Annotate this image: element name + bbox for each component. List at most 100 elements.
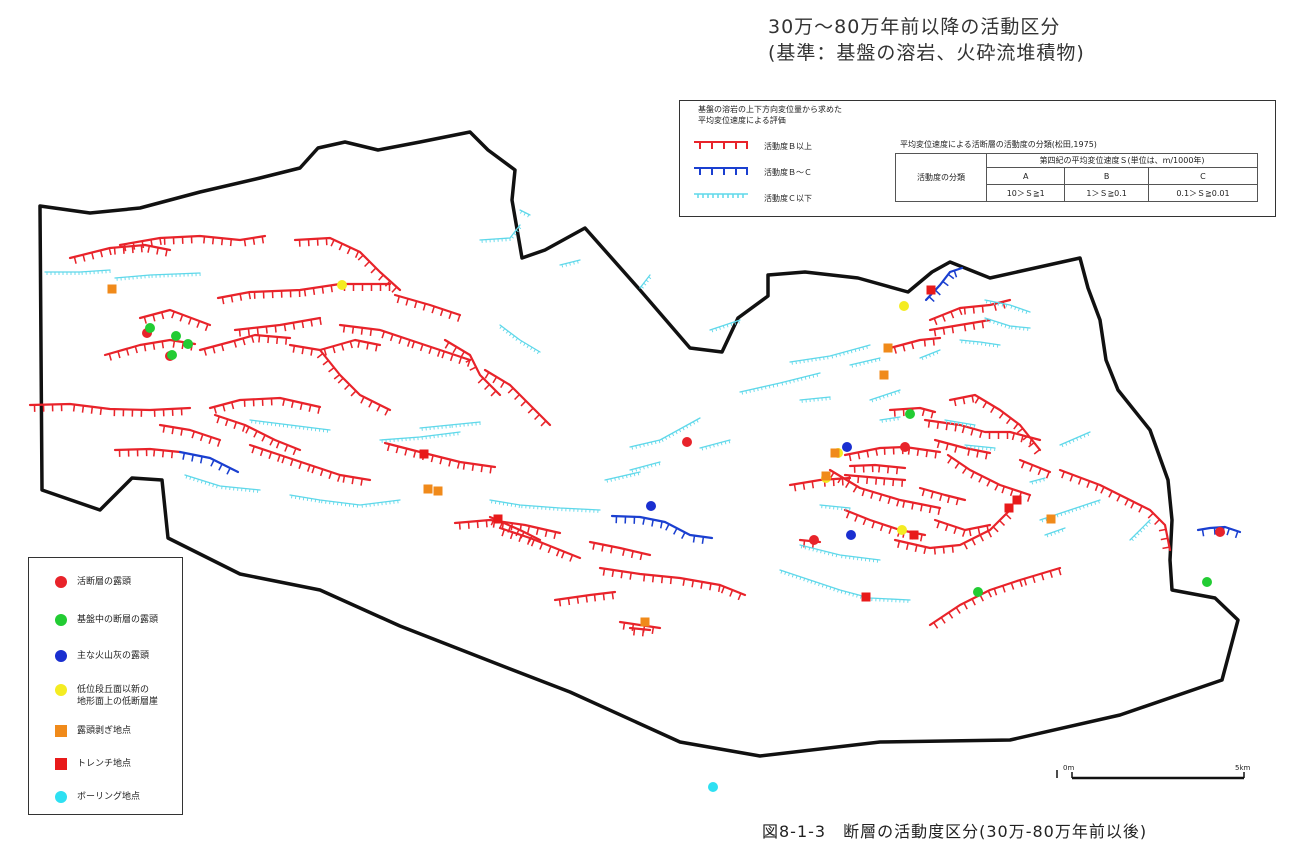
cyan-fault-line xyxy=(604,471,641,483)
class-b-name: B xyxy=(1064,167,1149,185)
red-fault-line xyxy=(498,526,582,562)
red-fault-line xyxy=(138,308,212,332)
red-fault-line xyxy=(158,423,222,447)
map-title-line2: (基準：基盤の溶岩、火砕流堆積物) xyxy=(768,42,1085,64)
fault-lines-activity-b-plus xyxy=(28,234,1172,637)
red-fault-line xyxy=(198,333,292,356)
legend-outcrop-peeling-site-label: 露頭剥ぎ地点 xyxy=(77,726,132,736)
red-fault-line xyxy=(288,338,382,356)
cyan-fault-line xyxy=(629,417,701,450)
red-fault-line xyxy=(233,316,322,337)
cyan-fault-line xyxy=(639,274,652,289)
legend-activity-b-c-label: 活動度Ｂ～Ｃ xyxy=(764,168,812,177)
cyan-fault-line xyxy=(799,544,881,563)
red-fault-line xyxy=(928,298,1012,326)
cyan-fault-line xyxy=(44,269,111,275)
activity-legend-heading-line1: 基盤の溶岩の上下方向変位量から求めた xyxy=(698,105,842,114)
red-fault-symbol xyxy=(694,141,748,149)
red-fault-line xyxy=(788,476,852,492)
class-a-range: 10＞Ｓ≧1 xyxy=(985,184,1066,202)
active-fault-outcrop-marker xyxy=(900,442,910,452)
cyan-fault-line xyxy=(1044,527,1066,538)
figure-caption: 図8-1-3 断層の活動度区分(30万-80万年前以後) xyxy=(762,822,1148,841)
red-fault-line xyxy=(628,626,652,637)
red-fault-line xyxy=(118,234,267,252)
trench-site-marker xyxy=(861,592,871,602)
legend-activity-b-plus-label: 活動度Ｂ以上 xyxy=(764,142,812,151)
red-circle-icon xyxy=(55,576,67,588)
cyan-fault-line xyxy=(959,339,1001,348)
red-fault-line xyxy=(946,453,1032,502)
volcanic-ash-outcrop-marker xyxy=(842,442,852,452)
cyan-fault-line xyxy=(419,421,481,431)
active-fault-outcrop-marker xyxy=(1215,527,1225,537)
legend-activity-b-c: 活動度Ｂ～Ｃ xyxy=(680,165,870,179)
cyan-fault-line xyxy=(869,389,901,403)
blue-circle-icon xyxy=(55,650,67,662)
cyan-fault-line xyxy=(114,272,201,281)
classification-title: 平均変位速度による活断層の活動度の分類(松田,1975) xyxy=(900,140,1097,149)
red-fault-line xyxy=(443,338,502,397)
fault-lines-activity-b-c xyxy=(178,266,1242,544)
trench-site-marker xyxy=(926,285,936,295)
legend-trench-site-label: トレンチ地点 xyxy=(77,759,132,769)
cyan-fault-line xyxy=(289,494,401,508)
red-fault-line xyxy=(948,393,1042,455)
cyan-fault-line xyxy=(984,299,1031,314)
red-fault-line xyxy=(923,418,1042,445)
cyan-fault-line xyxy=(519,209,531,218)
cyan-fault-line xyxy=(379,431,461,443)
legend-activity-c-minus: 活動度Ｃ以下 xyxy=(680,191,870,205)
red-fault-line xyxy=(316,348,392,416)
cyan-fault-symbol xyxy=(694,193,748,198)
red-fault-line xyxy=(933,438,992,460)
activity-legend-heading-line2: 平均変位速度による評価 xyxy=(698,116,786,125)
low-fault-scarp-marker xyxy=(337,280,347,290)
red-fault-line xyxy=(928,566,1062,629)
red-fault-line xyxy=(893,508,1012,555)
outcrop-peeling-site-marker xyxy=(883,343,893,353)
outcrop-peeling-site-marker xyxy=(830,448,840,458)
outcrop-peeling-site-marker xyxy=(433,486,443,496)
activity-legend: 基盤の溶岩の上下方向変位量から求めた 平均変位速度による評価 活動度Ｂ以上 活動… xyxy=(679,100,1276,217)
cyan-fault-line xyxy=(849,357,881,368)
trench-site-marker xyxy=(1004,503,1014,513)
cyan-fault-line xyxy=(709,319,741,333)
red-square-icon xyxy=(55,758,67,770)
outcrop-peeling-site-marker xyxy=(821,471,831,481)
cyan-fault-line xyxy=(739,372,821,395)
outcrop-peeling-site-marker xyxy=(640,617,650,627)
red-fault-line xyxy=(338,323,472,367)
outcrop-peeling-site-marker xyxy=(423,484,433,494)
scale-bar xyxy=(1056,770,1245,780)
basement-fault-outcrop-marker xyxy=(973,587,983,597)
red-fault-line xyxy=(68,243,172,264)
cyan-fault-line xyxy=(1129,519,1151,542)
cyan-fault-line xyxy=(479,224,522,243)
blue-fault-line xyxy=(178,450,240,475)
legend-basement-fault-outcrop-label: 基盤中の断層の露頭 xyxy=(77,615,159,625)
class-b-range: 1＞Ｓ≧0.1 xyxy=(1064,184,1149,202)
red-fault-line xyxy=(843,445,942,462)
yellow-circle-icon xyxy=(55,684,67,696)
trench-site-marker xyxy=(493,514,503,524)
fault-lines-activity-c-minus xyxy=(44,209,1151,603)
study-area-boundary xyxy=(38,130,1240,758)
cyan-fault-line xyxy=(249,419,331,433)
red-fault-line xyxy=(848,463,907,475)
cyan-fault-line xyxy=(789,344,871,365)
scale-end-label: 5km xyxy=(1235,764,1251,772)
cyan-fault-line xyxy=(629,461,661,473)
site-markers xyxy=(107,280,1225,792)
legend-activity-b-plus: 活動度Ｂ以上 xyxy=(680,139,870,153)
red-fault-line xyxy=(1058,468,1172,552)
red-fault-line xyxy=(393,293,462,322)
outcrop-peeling-site-marker xyxy=(107,284,117,294)
boring-site-marker xyxy=(708,782,718,792)
cyan-fault-line xyxy=(699,439,731,451)
cyan-fault-line xyxy=(1059,431,1091,448)
cyan-fault-line xyxy=(919,349,941,361)
outcrop-peeling-site-marker xyxy=(1046,514,1056,524)
red-fault-line xyxy=(598,566,747,601)
trench-site-marker xyxy=(909,530,919,540)
